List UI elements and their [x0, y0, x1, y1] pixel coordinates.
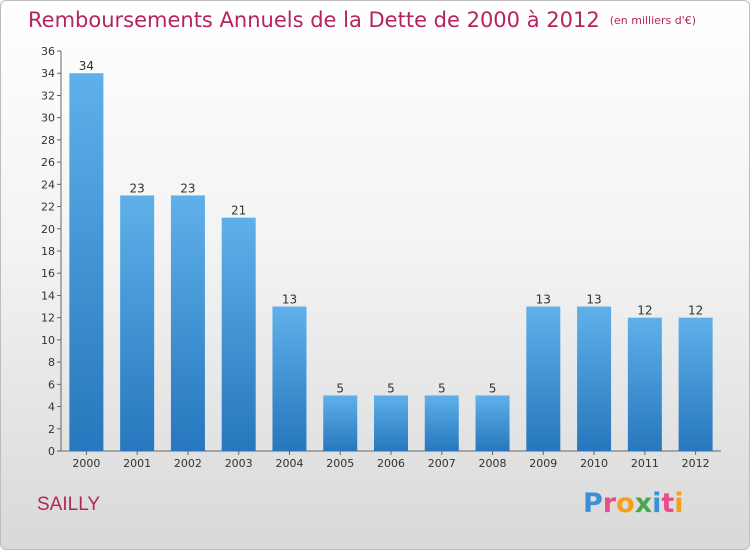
data-label: 21 — [231, 204, 246, 218]
y-tick-label: 22 — [41, 201, 55, 214]
bar — [272, 306, 307, 451]
bar — [424, 395, 459, 451]
logo-letter: t — [661, 488, 675, 519]
logo-letter: o — [616, 488, 635, 519]
bar — [170, 195, 205, 451]
y-tick-label: 10 — [41, 334, 55, 347]
chart-title-text: Remboursements Annuels de la Dette de 20… — [28, 8, 600, 32]
bar — [120, 195, 155, 451]
y-tick-label: 20 — [41, 223, 55, 236]
y-tick-label: 36 — [41, 45, 55, 58]
x-tick-label: 2000 — [72, 457, 100, 470]
bar — [69, 73, 104, 451]
data-label: 23 — [130, 181, 145, 195]
logo-letter: P — [583, 488, 603, 519]
y-tick-label: 32 — [41, 89, 55, 102]
x-tick-label: 2010 — [580, 457, 608, 470]
bar — [221, 217, 256, 451]
bar — [526, 306, 561, 451]
bar — [627, 317, 662, 451]
chart-title: Remboursements Annuels de la Dette de 20… — [28, 8, 696, 32]
y-tick-label: 34 — [41, 67, 55, 80]
y-tick-label: 0 — [48, 445, 55, 458]
y-tick-label: 24 — [41, 178, 55, 191]
x-tick-label: 2009 — [529, 457, 557, 470]
y-tick-label: 14 — [41, 289, 55, 302]
y-tick-label: 26 — [41, 156, 55, 169]
logo-letter: r — [602, 488, 617, 519]
bar — [475, 395, 510, 451]
y-tick-label: 16 — [41, 267, 55, 280]
chart-unit: (en milliers d'€) — [609, 14, 696, 27]
x-tick-label: 2012 — [682, 457, 710, 470]
data-label: 5 — [387, 381, 395, 395]
logo-letter: x — [634, 488, 653, 519]
y-tick-label: 28 — [41, 134, 55, 147]
y-tick-label: 2 — [48, 423, 55, 436]
y-tick-label: 18 — [41, 245, 55, 258]
x-tick-label: 2006 — [377, 457, 405, 470]
data-label: 5 — [336, 381, 344, 395]
logo-letter: i — [652, 488, 662, 519]
x-tick-label: 2002 — [174, 457, 202, 470]
data-label: 12 — [637, 304, 652, 318]
y-tick-label: 8 — [48, 356, 55, 369]
chart-bars: 34 23 23 21 13 5 5 5 5 13 13 12 12 — [69, 59, 713, 451]
bar — [678, 317, 713, 451]
data-label: 5 — [489, 381, 497, 395]
data-label: 23 — [180, 181, 195, 195]
y-tick-label: 12 — [41, 312, 55, 325]
commune-name: SAILLY — [37, 494, 101, 515]
data-label: 13 — [282, 293, 297, 307]
data-label: 12 — [688, 304, 703, 318]
data-label: 5 — [438, 381, 446, 395]
data-label: 13 — [586, 293, 601, 307]
x-tick-label: 2008 — [479, 457, 507, 470]
bar — [577, 306, 612, 451]
x-tick-label: 2003 — [225, 457, 253, 470]
y-tick-label: 6 — [48, 378, 55, 391]
logo-letter: i — [674, 488, 684, 519]
x-tick-label: 2011 — [631, 457, 659, 470]
proxiti-logo: Proxiti — [583, 488, 684, 519]
x-tick-label: 2004 — [275, 457, 303, 470]
x-tick-label: 2007 — [428, 457, 456, 470]
bar — [374, 395, 408, 451]
data-label: 13 — [536, 293, 551, 307]
x-tick-label: 2005 — [326, 457, 354, 470]
bar — [323, 395, 358, 451]
y-tick-label: 4 — [48, 401, 55, 414]
data-label: 34 — [79, 59, 94, 73]
x-tick-label: 2001 — [123, 457, 151, 470]
y-tick-label: 30 — [41, 112, 55, 125]
